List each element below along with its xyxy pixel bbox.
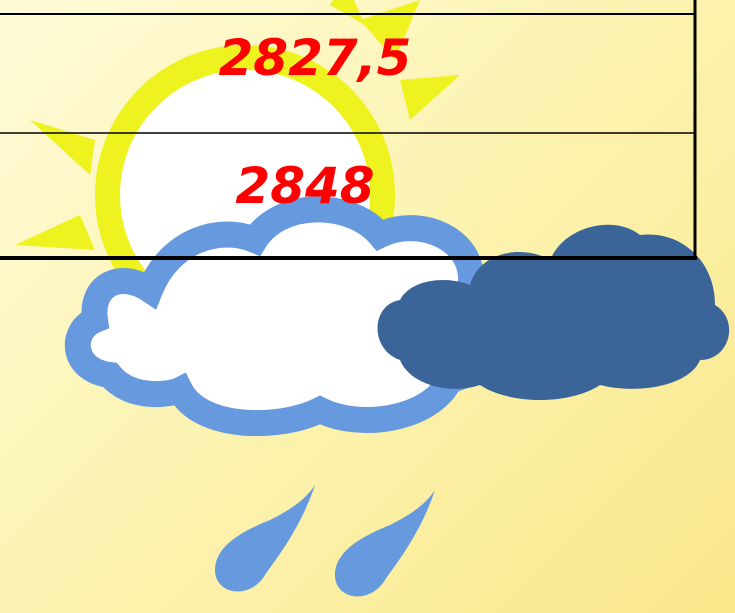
slide-graphics: 2827,5 2848 xyxy=(0,0,735,613)
raindrop xyxy=(335,490,435,596)
table-cell: 2827,5 xyxy=(219,29,412,87)
slide: 2827,5 2848 xyxy=(0,0,735,613)
raindrop xyxy=(215,485,315,591)
weather-clipart xyxy=(15,0,729,596)
table-cell: 2848 xyxy=(235,157,374,215)
